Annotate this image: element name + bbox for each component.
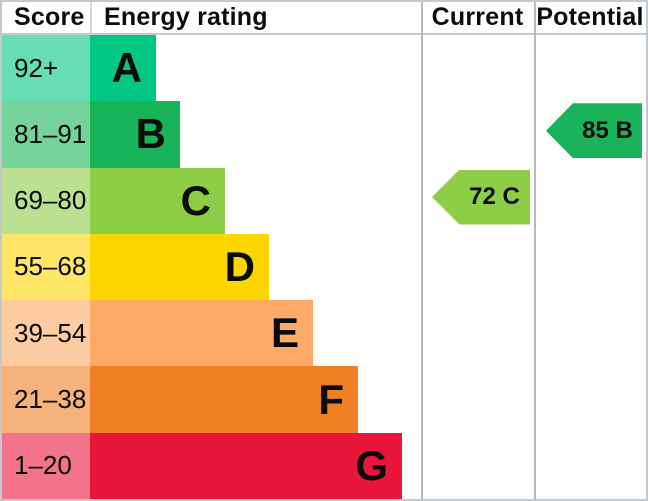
band-score-range: 69–80 <box>2 167 90 234</box>
band-rows: 92+ A 81–91 B 69–80 C 55–68 D 39–54 E 21… <box>2 35 646 499</box>
band-letter: G <box>355 441 388 489</box>
band-score-range: 81–91 <box>2 101 90 168</box>
band-letter: A <box>111 44 142 92</box>
band-row-d: 55–68 D <box>2 233 646 301</box>
band-bar: E <box>90 300 313 367</box>
current-arrow-label: 72 C <box>469 183 520 211</box>
band-row-b: 81–91 B <box>2 101 646 168</box>
band-score-range: 1–20 <box>2 432 90 499</box>
band-bar: F <box>90 366 358 433</box>
band-letter: D <box>224 242 255 290</box>
band-score-range: 55–68 <box>2 233 90 301</box>
band-bar: D <box>90 233 269 301</box>
potential-arrow: 85 B <box>546 103 642 159</box>
band-row-g: 1–20 G <box>2 432 646 499</box>
score-rating-divider <box>90 2 92 35</box>
band-bar: A <box>90 35 156 102</box>
header-potential: Potential <box>536 3 644 31</box>
band-bar: C <box>90 167 225 234</box>
chart-header: Score Energy rating Current Potential <box>2 2 646 35</box>
band-bar: B <box>90 101 180 168</box>
potential-column-divider <box>534 2 536 499</box>
band-row-c: 69–80 C <box>2 167 646 234</box>
band-letter: E <box>270 309 299 357</box>
band-score-range: 92+ <box>2 35 90 102</box>
potential-arrow-label: 85 B <box>582 116 633 144</box>
band-letter: F <box>318 375 344 423</box>
band-row-f: 21–38 F <box>2 366 646 433</box>
band-bar: G <box>90 432 402 499</box>
band-score-range: 39–54 <box>2 300 90 367</box>
header-current: Current <box>431 3 524 31</box>
header-score: Score <box>14 3 85 31</box>
band-score-range: 21–38 <box>2 366 90 433</box>
header-energy-rating: Energy rating <box>104 3 268 31</box>
band-row-a: 92+ A <box>2 35 646 102</box>
current-column-divider <box>421 2 423 499</box>
band-letter: B <box>135 110 166 158</box>
band-letter: C <box>180 176 211 224</box>
band-row-e: 39–54 E <box>2 300 646 367</box>
